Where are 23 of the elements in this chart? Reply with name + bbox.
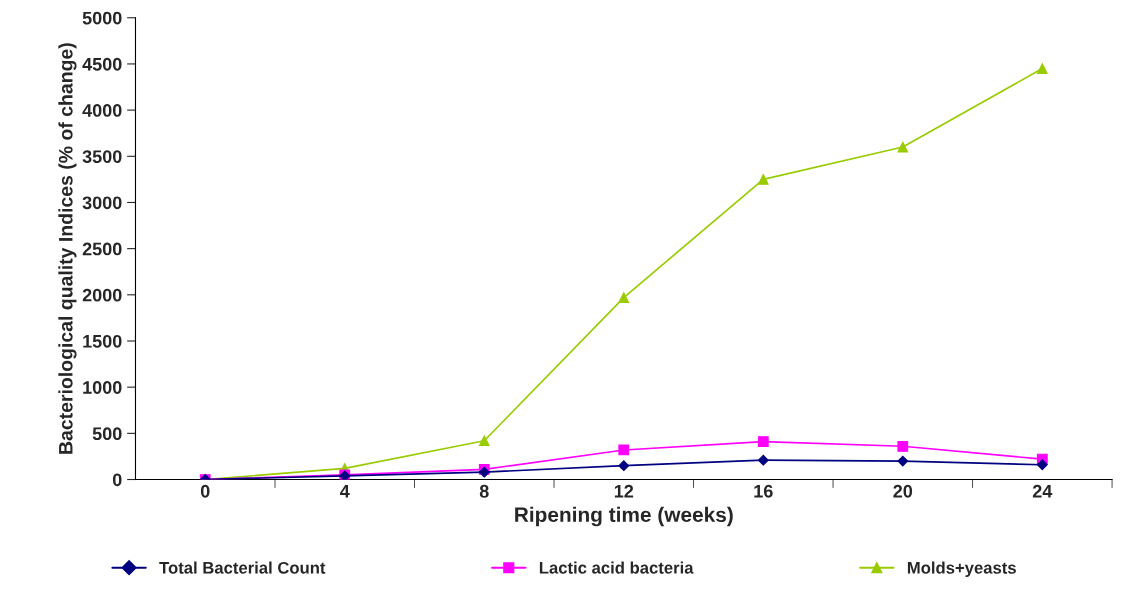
y-tick-label: 3500 [82, 150, 122, 164]
y-tick-label: 1500 [83, 334, 122, 348]
y-tick-label: 5000 [82, 11, 122, 25]
x-tick-label: 16 [754, 484, 773, 498]
legend-label: Total Bacterial Count [159, 561, 326, 574]
x-tick-label: 12 [614, 484, 634, 498]
y-tick-label: 2000 [82, 288, 122, 302]
legend-label: Molds+yeasts [907, 561, 1016, 577]
y-tick-label: 0 [112, 473, 122, 487]
y-tick-label: 2500 [82, 242, 122, 256]
x-axis-title: Ripening time (weeks) [515, 506, 733, 527]
x-tick-label: 24 [1032, 484, 1053, 498]
y-tick-label: 500 [92, 427, 122, 441]
y-tick-label: 4000 [82, 104, 122, 117]
x-tick-label: 8 [479, 484, 489, 498]
y-tick-label: 3000 [82, 196, 122, 210]
y-axis-title: Bacteriological quality Indices (% of change) [58, 43, 77, 454]
x-tick-label: 20 [893, 484, 913, 498]
y-tick-label: 1000 [83, 381, 122, 394]
y-tick-label: 4500 [82, 57, 122, 71]
x-tick-label: 0 [200, 484, 210, 498]
x-tick-label: 4 [340, 485, 350, 498]
legend-label: Lactic acid bacteria [539, 561, 694, 574]
